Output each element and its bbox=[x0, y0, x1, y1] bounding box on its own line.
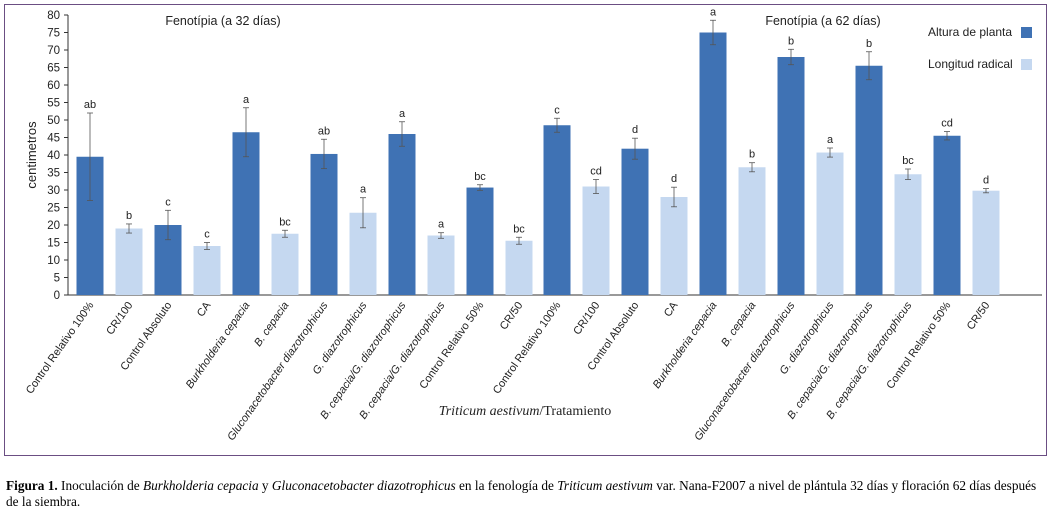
caption-text-3: en la fenología de bbox=[455, 478, 558, 493]
bar bbox=[232, 132, 260, 295]
bar bbox=[777, 57, 805, 295]
significance-letter: c bbox=[165, 196, 171, 208]
caption-text-4: var. Nana-F2007 a nivel de plántula 32 d… bbox=[6, 478, 1037, 509]
bar-chart: 0 5 10 15 20 25 30 35 40 45 50 55 60 65 70 75 80 centimet… bbox=[24, 6, 1042, 443]
bar bbox=[816, 152, 844, 295]
y-tick-label: 15 bbox=[47, 238, 60, 250]
caption-text-2: y bbox=[258, 478, 272, 493]
x-tick-label: Burkholderia cepacia bbox=[651, 300, 720, 391]
x-tick-label: Burkholderia cepacia bbox=[184, 300, 253, 391]
significance-letter: a bbox=[399, 108, 406, 120]
x-tick-label: CR/50 bbox=[498, 300, 526, 332]
significance-letter: c bbox=[204, 229, 210, 241]
x-tick-label: Control Relativo 100% bbox=[491, 300, 564, 397]
significance-letter: d bbox=[983, 175, 989, 187]
figure-caption: Figura 1. Inoculación de Burkholderia ce… bbox=[6, 478, 1046, 510]
y-tick-label: 20 bbox=[47, 220, 60, 232]
y-axis-title: centimetros bbox=[24, 121, 39, 189]
bar bbox=[466, 187, 494, 295]
bar bbox=[933, 135, 961, 295]
y-tick-label: 80 bbox=[47, 10, 60, 22]
panel-title: Fenotípia (a 32 días) bbox=[165, 14, 280, 28]
significance-letter: ab bbox=[84, 99, 96, 111]
bar bbox=[271, 233, 299, 295]
bar bbox=[582, 186, 610, 295]
significance-letter: cd bbox=[941, 118, 953, 130]
x-tick-label: B. cepacia bbox=[719, 300, 758, 349]
significance-letter: cd bbox=[590, 166, 602, 178]
significance-letter: d bbox=[671, 173, 677, 185]
y-tick-label: 55 bbox=[47, 98, 60, 110]
significance-letter: b bbox=[126, 210, 132, 222]
bar bbox=[660, 197, 688, 295]
y-tick-label: 30 bbox=[47, 185, 60, 197]
y-tick-label: 60 bbox=[47, 80, 60, 92]
significance-letter: a bbox=[243, 94, 250, 106]
significance-letter: b bbox=[788, 35, 794, 47]
y-tick-label: 5 bbox=[54, 273, 60, 285]
x-axis-title-rest: /Tratamiento bbox=[539, 404, 611, 419]
significance-letter: d bbox=[632, 124, 638, 136]
significance-letter: bc bbox=[279, 216, 291, 228]
bar bbox=[505, 240, 533, 295]
y-tick-label: 50 bbox=[47, 115, 60, 127]
y-tick-label: 25 bbox=[47, 203, 60, 215]
bar bbox=[115, 228, 143, 295]
bar bbox=[543, 125, 571, 295]
x-axis-title: Triticum aestivum/Tratamiento bbox=[439, 404, 612, 419]
caption-text-1: Inoculación de bbox=[57, 478, 144, 493]
x-tick-label: CA bbox=[662, 299, 681, 319]
y-tick-label: 0 bbox=[54, 290, 60, 302]
significance-letter: b bbox=[866, 38, 872, 50]
significance-letter: bc bbox=[902, 155, 914, 167]
significance-letter: ab bbox=[318, 125, 330, 137]
x-tick-label: B. cepacia bbox=[252, 300, 291, 349]
significance-letter: a bbox=[827, 134, 834, 146]
significance-letter: c bbox=[554, 104, 560, 116]
caption-species-1: Burkholderia cepacia bbox=[143, 478, 259, 493]
x-axis-title-italic: Triticum aestivum bbox=[439, 404, 540, 419]
x-tick-label: CR/100 bbox=[571, 300, 602, 337]
bar bbox=[738, 167, 766, 295]
bar bbox=[621, 148, 649, 295]
significance-letter: b bbox=[749, 149, 755, 161]
caption-species-3: Triticum aestivum bbox=[557, 478, 653, 493]
caption-species-2: Gluconacetobacter diazotrophicus bbox=[271, 478, 456, 493]
bar bbox=[310, 153, 338, 295]
x-tick-label: CA bbox=[195, 299, 214, 319]
x-tick-label: CR/50 bbox=[965, 300, 993, 332]
x-tick-label: Control Relativo 100% bbox=[24, 300, 97, 397]
bar bbox=[388, 134, 416, 295]
x-tick-label: CR/100 bbox=[104, 300, 135, 337]
bar bbox=[972, 190, 1000, 295]
legend-swatch bbox=[1021, 27, 1032, 38]
bar bbox=[427, 235, 455, 295]
significance-letter: bc bbox=[474, 171, 486, 183]
significance-letter: a bbox=[360, 184, 367, 196]
caption-label: Figura 1. bbox=[6, 478, 58, 493]
bar bbox=[699, 32, 727, 295]
y-tick-label: 10 bbox=[47, 255, 60, 267]
y-tick-label: 35 bbox=[47, 168, 60, 180]
significance-letter: a bbox=[438, 219, 445, 231]
y-tick-label: 40 bbox=[47, 150, 60, 162]
legend-swatch bbox=[1021, 59, 1032, 70]
y-tick-label: 70 bbox=[47, 45, 60, 57]
bar bbox=[193, 246, 221, 295]
y-tick-label: 65 bbox=[47, 63, 60, 75]
legend-label: Altura de planta bbox=[928, 25, 1012, 39]
bar bbox=[894, 174, 922, 295]
legend-label: Longitud radical bbox=[928, 57, 1013, 71]
bar bbox=[855, 65, 883, 295]
significance-letter: a bbox=[710, 6, 717, 18]
significance-letter: bc bbox=[513, 223, 525, 235]
y-tick-label: 45 bbox=[47, 133, 60, 145]
y-tick-label: 75 bbox=[47, 28, 60, 40]
panel-title: Fenotípia (a 62 días) bbox=[765, 14, 880, 28]
